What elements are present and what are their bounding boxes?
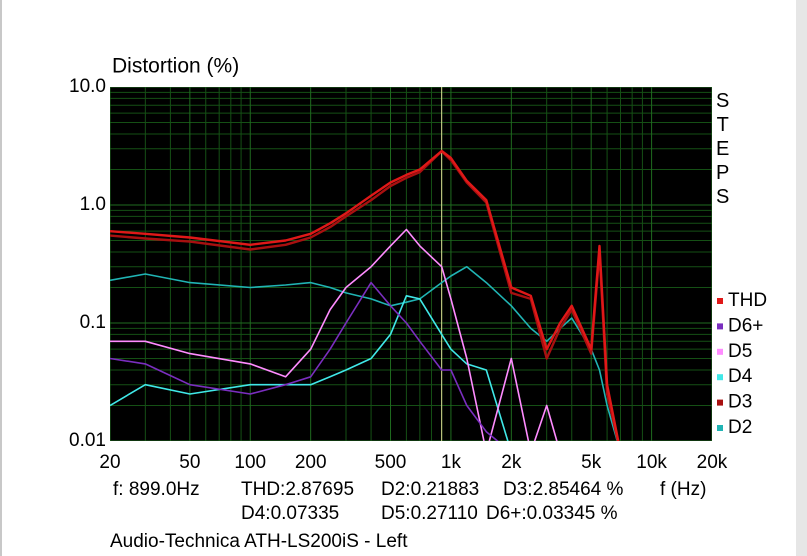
legend-swatch bbox=[717, 399, 723, 406]
readout: f: 899.0Hz bbox=[113, 479, 200, 500]
y-tick-label: 10.0 bbox=[69, 76, 106, 97]
side-label: STEPS bbox=[712, 90, 734, 210]
legend-label: D2 bbox=[728, 417, 752, 438]
legend-label: THD bbox=[728, 290, 767, 311]
plot bbox=[110, 87, 712, 441]
x-tick-label: 100 bbox=[234, 452, 266, 473]
readout: THD:2.87695 bbox=[241, 479, 354, 500]
window-edge bbox=[0, 0, 2, 556]
x-tick-label: 5k bbox=[581, 452, 602, 473]
legend-swatch bbox=[717, 298, 723, 304]
y-tick-label: 0.01 bbox=[69, 430, 106, 451]
plot-area bbox=[110, 87, 712, 441]
chart-title: Distortion (%) bbox=[112, 55, 239, 78]
readout: D6+:0.03345 % bbox=[486, 503, 618, 524]
readout: D4:0.07335 bbox=[241, 503, 339, 524]
series-line bbox=[110, 228, 558, 441]
readout: D5:0.27110 bbox=[381, 503, 478, 524]
x-tick-label: 1k bbox=[441, 452, 462, 473]
y-tick-label: 0.1 bbox=[80, 312, 106, 333]
legend-label: D4 bbox=[728, 366, 753, 387]
y-tick-label: 1.0 bbox=[80, 194, 106, 215]
legend-swatch bbox=[717, 425, 723, 431]
x-tick-label: 20 bbox=[99, 452, 120, 473]
legend-swatch bbox=[717, 374, 723, 381]
legend-label: D5 bbox=[728, 341, 752, 362]
x-axis-label: f (Hz) bbox=[660, 479, 706, 500]
series-line bbox=[110, 281, 499, 441]
x-tick-label: 20k bbox=[697, 452, 728, 473]
legend-label: D3 bbox=[728, 392, 752, 413]
legend-swatch bbox=[717, 323, 723, 330]
legend-swatch bbox=[717, 348, 723, 355]
legend-label: D6+ bbox=[728, 315, 763, 336]
readout: D3:2.85464 % bbox=[503, 479, 624, 500]
chart-subtitle: Audio-Technica ATH-LS200iS - Left bbox=[110, 531, 408, 552]
x-tick-label: 500 bbox=[375, 452, 407, 473]
x-tick-label: 50 bbox=[179, 452, 200, 473]
series-line bbox=[110, 149, 620, 441]
x-tick-label: 2k bbox=[501, 452, 522, 473]
x-tick-label: 200 bbox=[295, 452, 327, 473]
series-line bbox=[110, 265, 619, 441]
readout: D2:0.21883 bbox=[381, 479, 479, 500]
side-panel bbox=[796, 0, 807, 556]
x-tick-label: 10k bbox=[636, 452, 667, 473]
